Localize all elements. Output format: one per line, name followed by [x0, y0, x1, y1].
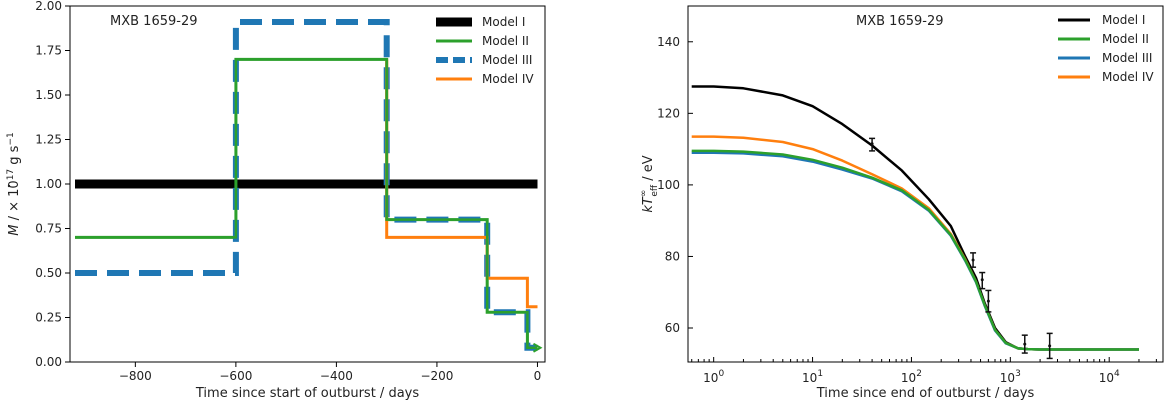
data-point — [1048, 344, 1052, 348]
y-tick-label: 1.00 — [35, 177, 62, 191]
x-tick-label: −800 — [119, 369, 152, 383]
source-annotation: MXB 1659-29 — [856, 14, 944, 29]
x-tick-label: 0 — [534, 369, 542, 383]
x-tick-label: 104 — [1099, 369, 1120, 385]
y-tick-label: 60 — [665, 321, 680, 335]
plot-frame — [687, 5, 1164, 363]
x-tick-label: 101 — [802, 369, 823, 385]
legend-label: Model II — [1102, 32, 1149, 46]
x-axis-label: Time since end of outburst / days — [816, 386, 1035, 401]
y-tick-label: 0.25 — [35, 311, 62, 325]
y-tick-label: 1.50 — [35, 88, 62, 102]
legend-label: Model II — [482, 34, 529, 48]
y-tick-label: 140 — [657, 35, 680, 49]
x-axis-label: Time since start of outburst / days — [195, 386, 419, 401]
y-tick-label: 0.75 — [35, 222, 62, 236]
y-tick-label: 2.00 — [35, 0, 62, 13]
series-line-model-ii — [75, 57, 538, 350]
right-panel-effective-temperature: 100 101 102 103 104 60 80 100 120 140 Time since e… — [639, 5, 1164, 401]
x-tick-label: −600 — [219, 369, 252, 383]
x-tick-label: −400 — [320, 369, 353, 383]
y-tick-label: 1.75 — [35, 44, 62, 58]
y-axis-label: M / × 1017 g s−1 — [6, 132, 22, 235]
data-point — [1023, 342, 1027, 346]
y-tick-label: 80 — [665, 249, 680, 263]
legend-label: Model IV — [482, 72, 534, 86]
x-tick-label: 100 — [703, 369, 724, 385]
y-tick-label: 1.25 — [35, 133, 62, 147]
data-point — [870, 142, 874, 146]
series-line-model-i — [691, 85, 1139, 351]
x-tick-label: −200 — [420, 369, 453, 383]
series-line-model-iv — [691, 135, 1139, 351]
data-point — [986, 299, 990, 303]
y-tick-label: 120 — [657, 106, 680, 120]
y-tick-label: 100 — [657, 178, 680, 192]
series-line-model-iv — [385, 59, 538, 309]
series-line-model-iii — [691, 151, 1139, 351]
legend-label: Model III — [1102, 51, 1152, 65]
legend-label: Model I — [1102, 13, 1145, 27]
left-panel-mass-accretion-rate: −800 −600 −400 −200 0 0.00 0.25 0.50 0.75 1.00 1.2… — [6, 0, 546, 401]
y-tick-label: 0.00 — [35, 355, 62, 369]
legend-label: Model I — [482, 15, 525, 29]
source-annotation: MXB 1659-29 — [110, 14, 198, 29]
legend-label: Model IV — [1102, 70, 1154, 84]
y-tick-label: 0.50 — [35, 266, 62, 280]
x-tick-label: 102 — [901, 369, 922, 385]
y-axis-label-dot — [7, 184, 11, 188]
legend-label: Model III — [482, 53, 532, 67]
x-tick-label: 103 — [1000, 369, 1021, 385]
series-line-model-ii-overlay — [75, 58, 538, 350]
series-line-model-ii — [691, 149, 1139, 351]
y-axis-label: kT∞eff / eV — [639, 155, 660, 212]
data-point — [980, 278, 984, 282]
data-point — [971, 258, 975, 262]
series-end-marker — [532, 342, 543, 353]
